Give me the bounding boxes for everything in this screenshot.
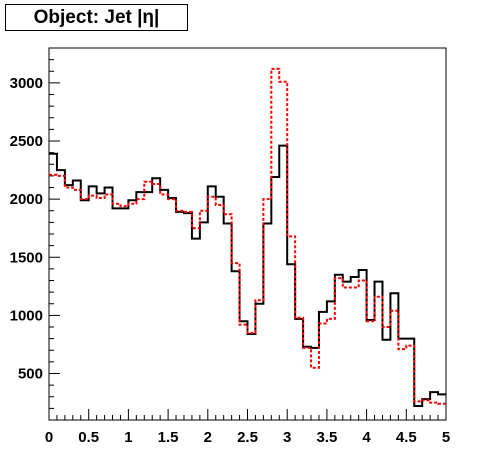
x-tick-label: 1 [124, 429, 132, 446]
plot-frame [48, 47, 447, 421]
x-tick-label: 4.5 [396, 429, 417, 446]
x-tick-label: 2.5 [237, 429, 258, 446]
y-tick-label: 2000 [10, 191, 43, 208]
y-tick-label: 1500 [10, 249, 43, 266]
axes: 0 0.5 1 1.5 2 2.5 3 3.5 4 4.5 5 500 1000 1500 2000 2500… [10, 47, 450, 446]
y-tick-label: 1000 [10, 307, 43, 324]
x-tick-label: 4 [362, 429, 371, 446]
series-black-solid [49, 144, 446, 408]
x-tick-label: 0.5 [78, 429, 99, 446]
x-tick-label: 1.5 [158, 429, 179, 446]
y-tick-label: 3000 [10, 75, 43, 92]
x-tick-label: 5 [442, 429, 450, 446]
y-tick-label: 500 [18, 366, 43, 383]
title-box: Object: Jet |η| [5, 4, 188, 31]
x-tick-label: 3.5 [316, 429, 337, 446]
series-layer [49, 67, 446, 408]
series-red-dashed [49, 67, 446, 405]
x-tick-label: 3 [283, 429, 291, 446]
y-tick-label: 2500 [10, 133, 43, 150]
x-tick-label: 0 [45, 429, 53, 446]
chart-title: Object: Jet |η| [33, 7, 160, 28]
x-tick-label: 2 [204, 429, 212, 446]
